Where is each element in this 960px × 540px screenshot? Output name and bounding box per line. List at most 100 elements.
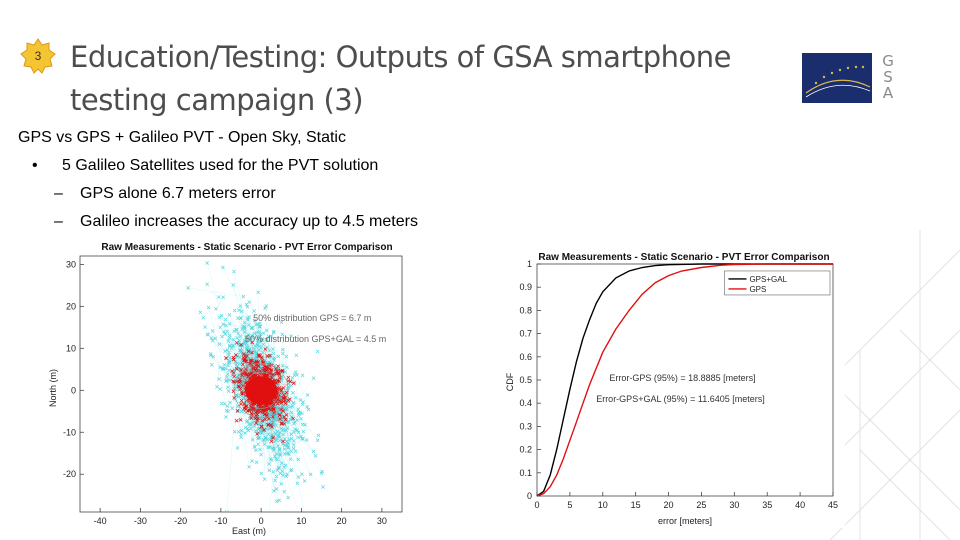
cep50-circle-gps-gal <box>242 371 280 409</box>
scatter-x-tick-label: 20 <box>337 516 347 526</box>
gps-gal-point <box>271 414 275 419</box>
gps-trace <box>276 459 291 490</box>
gps-trace <box>277 401 288 471</box>
gps-point <box>282 465 286 470</box>
gps-gal-point <box>282 396 287 400</box>
gps-gal-point <box>241 362 245 367</box>
gps-point <box>236 316 240 321</box>
gps-point <box>286 440 291 445</box>
gps-point <box>232 368 237 372</box>
gps-gal-point <box>284 413 289 417</box>
gps-point <box>219 401 224 406</box>
gps-point <box>284 354 289 359</box>
gps-point <box>235 354 240 358</box>
gps-trace <box>258 424 292 435</box>
gps-point <box>222 362 227 367</box>
gps-point <box>277 498 282 503</box>
cdf-y-tick-label: 0.1 <box>519 468 532 478</box>
cdf-y-tick-label: 0 <box>527 491 532 501</box>
gps-point <box>285 426 290 430</box>
gps-point <box>291 390 295 395</box>
gps-point <box>273 432 278 436</box>
gps-point <box>279 426 284 431</box>
gps-point <box>259 471 264 476</box>
gps-gal-point <box>235 408 240 413</box>
gps-point <box>299 416 303 421</box>
gps-point <box>230 373 235 378</box>
logo-letter-a: A <box>882 84 894 102</box>
gps-gal-point <box>241 352 246 357</box>
gps-point <box>227 336 232 340</box>
gps-gal-point <box>281 439 285 444</box>
cdf-x-tick-label: 25 <box>696 500 706 510</box>
gps-trace <box>259 441 287 450</box>
gps-gal-trace <box>276 373 278 381</box>
gps-gal-point <box>243 371 248 376</box>
gps-point <box>245 426 250 431</box>
gps-point <box>226 389 231 393</box>
gps-point <box>277 438 282 443</box>
gps-trace <box>207 262 243 393</box>
gps-point <box>281 432 285 437</box>
gps-point <box>280 332 285 337</box>
gps-point <box>293 449 298 454</box>
gps-point <box>282 447 287 451</box>
gps-point <box>230 406 235 411</box>
gps-trace <box>212 330 227 411</box>
gps-gal-trace <box>248 410 280 415</box>
gps-gal-point <box>271 435 275 440</box>
gps-point <box>235 446 240 450</box>
gps-point <box>308 472 313 477</box>
gps-point <box>245 345 250 350</box>
gps-gal-point <box>238 377 242 382</box>
cdf-legend-label: GPS+GAL <box>749 275 787 284</box>
gps-point <box>278 471 283 476</box>
gps-gal-point <box>270 425 274 429</box>
gps-point <box>246 322 251 327</box>
gps-point <box>273 454 277 459</box>
gps-gal-point <box>263 347 268 351</box>
logo-letter-s: S <box>883 68 893 86</box>
cdf-x-tick-label: 35 <box>762 500 772 510</box>
gps-point <box>206 305 211 310</box>
gps-point <box>251 420 255 425</box>
gps-point <box>267 426 271 431</box>
gps-point <box>269 334 274 339</box>
gps-point <box>271 489 276 493</box>
gps-gal-trace <box>250 361 264 371</box>
gps-point <box>225 372 230 376</box>
gps-point <box>234 327 238 332</box>
gps-point <box>295 418 299 423</box>
gps-trace <box>269 394 285 492</box>
gps-gal-point <box>264 368 269 373</box>
gps-gal-point <box>238 417 243 422</box>
gps-point <box>260 431 264 435</box>
gps-point <box>262 477 267 481</box>
gps-trace <box>229 345 255 384</box>
gps-gal-trace <box>248 355 261 377</box>
gps-point <box>300 472 304 477</box>
gps-point <box>214 306 218 311</box>
gps-point <box>274 487 279 491</box>
gps-gal-point <box>224 356 228 360</box>
cdf-title: Raw Measurements - Static Scenario - PVT… <box>538 252 829 263</box>
gps-point <box>267 348 271 353</box>
gps-trace <box>226 344 241 512</box>
gps-point <box>306 407 311 412</box>
scatter-x-tick-label: -40 <box>94 516 107 526</box>
bullet-marker-level2: – <box>54 213 63 230</box>
gps-point <box>227 321 232 326</box>
gps-gal-point <box>254 421 258 425</box>
gps-trace <box>229 349 283 359</box>
gps-point <box>186 286 191 290</box>
gps-point <box>227 312 232 317</box>
gps-point <box>284 474 289 479</box>
gps-point <box>198 310 203 315</box>
scatter-y-tick-label: 0 <box>71 385 76 395</box>
gps-point <box>277 447 282 451</box>
gps-point <box>224 415 228 419</box>
gps-point <box>238 304 243 308</box>
gps-trace <box>276 440 289 498</box>
gps-point <box>274 423 279 428</box>
gps-gal-point <box>256 403 261 408</box>
